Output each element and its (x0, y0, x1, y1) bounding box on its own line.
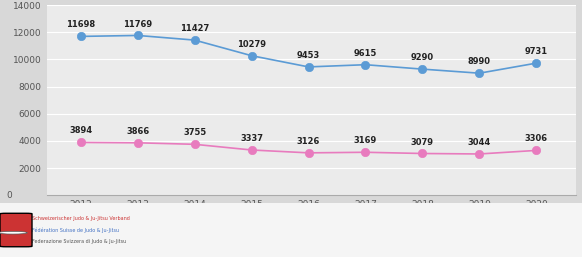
Text: 0: 0 (6, 191, 12, 200)
Text: 3755: 3755 (183, 128, 206, 137)
Text: 9290: 9290 (411, 53, 434, 62)
Text: 11769: 11769 (123, 20, 152, 29)
Text: Federazione Svizzera di Judo & Ju-Jitsu: Federazione Svizzera di Judo & Ju-Jitsu (32, 239, 126, 244)
Text: 8990: 8990 (468, 57, 491, 66)
Text: 3169: 3169 (354, 136, 377, 145)
Text: 3894: 3894 (69, 126, 93, 135)
Text: Fédération Suisse de Judo & Ju-Jitsu: Fédération Suisse de Judo & Ju-Jitsu (32, 227, 119, 233)
Text: 3079: 3079 (411, 137, 434, 146)
Text: 3044: 3044 (468, 138, 491, 147)
Text: 10279: 10279 (237, 40, 266, 49)
Text: 3306: 3306 (525, 134, 548, 143)
Text: 3337: 3337 (240, 134, 263, 143)
Text: 11427: 11427 (180, 24, 210, 33)
Legend: Femmes, Hommes: Femmes, Hommes (238, 253, 385, 257)
Text: 11698: 11698 (66, 21, 95, 30)
FancyBboxPatch shape (0, 213, 32, 247)
Circle shape (0, 231, 27, 234)
Text: 3866: 3866 (126, 127, 150, 136)
Text: 9615: 9615 (354, 49, 377, 58)
Text: 9731: 9731 (525, 47, 548, 56)
Text: 3126: 3126 (297, 137, 320, 146)
Text: Schweizerischer Judo & Ju-Jitsu Verband: Schweizerischer Judo & Ju-Jitsu Verband (32, 216, 130, 221)
Text: 9453: 9453 (297, 51, 320, 60)
